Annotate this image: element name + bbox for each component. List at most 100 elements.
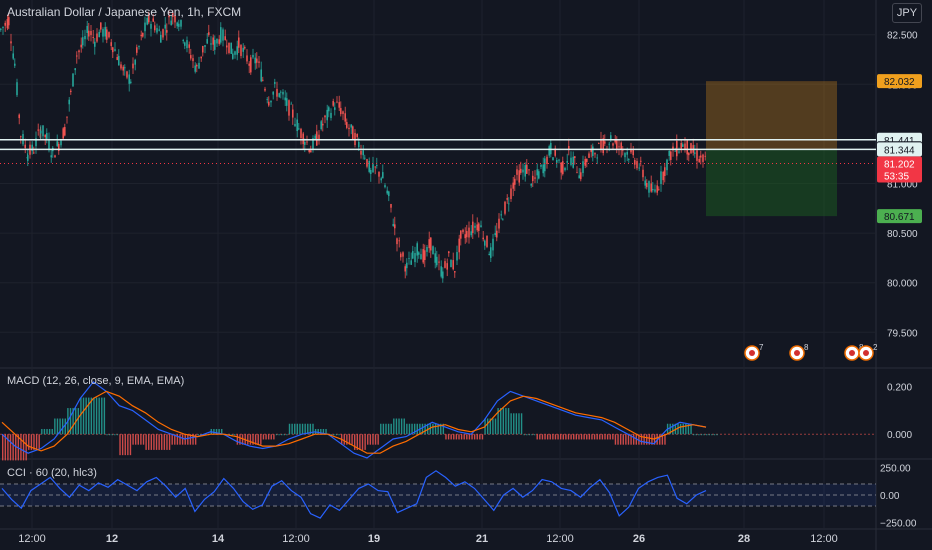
candle-body [306, 141, 308, 143]
candle-body [2, 26, 4, 28]
macd-histogram-bar [247, 434, 249, 445]
candle-body [530, 183, 532, 186]
candle-body [696, 150, 698, 161]
macd-histogram-bar [241, 434, 244, 445]
candle-body [570, 157, 572, 165]
candle-body [356, 134, 358, 138]
flag-dot [749, 350, 755, 356]
candle-body [90, 30, 92, 36]
candle-body [268, 101, 270, 106]
stop-price-label: 80.671 [884, 212, 915, 223]
candle-body [316, 131, 318, 146]
candle-body [684, 143, 686, 150]
macd-histogram-bar [646, 434, 648, 445]
macd-histogram-bar [25, 434, 27, 461]
macd-histogram-bar [294, 423, 296, 435]
macd-histogram-bar [69, 408, 72, 435]
candle-body [288, 100, 290, 116]
candle-body [302, 133, 304, 145]
macd-histogram-bar [106, 434, 108, 436]
macd-histogram-bar [455, 434, 458, 440]
macd-histogram-bar [43, 428, 46, 435]
candle-body [14, 63, 16, 66]
macd-histogram-bar [453, 434, 455, 440]
macd-histogram-bar [539, 434, 541, 440]
macd-histogram-bar [580, 434, 583, 440]
macd-histogram-bar [15, 434, 17, 461]
macd-histogram-bar [536, 434, 538, 440]
macd-histogram-bar [518, 413, 520, 435]
macd-histogram-bar [260, 434, 262, 445]
candle-body [340, 108, 342, 115]
event-marker[interactable]: 8 [789, 343, 809, 361]
price-tick-label: 81.000 [887, 180, 918, 191]
chart-title: Australian Dollar / Japanese Yen, 1h, FX… [7, 5, 242, 19]
candle-body [278, 93, 280, 97]
macd-histogram-bar [116, 434, 119, 436]
candle-body [12, 53, 14, 59]
macd-histogram-bar [291, 423, 293, 435]
currency-button[interactable]: JPY [892, 3, 922, 23]
macd-histogram-bar [348, 434, 351, 445]
candle-body [300, 128, 302, 138]
macd-histogram-bar [606, 434, 609, 440]
candle-body [616, 138, 618, 150]
candle-body [46, 132, 48, 140]
macd-histogram-bar [429, 423, 432, 435]
candle-body [560, 162, 562, 173]
macd-histogram-bar [659, 434, 661, 445]
candle-body [604, 141, 606, 144]
candle-body [122, 66, 124, 71]
price-tick-label: 80.500 [887, 229, 918, 240]
macd-histogram-bar [28, 434, 30, 450]
candle-body [512, 182, 514, 189]
candle-body [502, 219, 504, 221]
candle-body [654, 189, 656, 192]
candle-body [162, 29, 164, 38]
candle-body [114, 49, 116, 51]
macd-histogram-bar [486, 418, 489, 435]
macd-histogram-bar [174, 434, 176, 445]
candle-body [678, 151, 680, 153]
macd-histogram-bar [424, 423, 426, 435]
macd-histogram-bar [153, 434, 155, 450]
candle-body [580, 172, 582, 180]
macd-histogram-bar [434, 423, 437, 435]
event-marker[interactable]: 7 [744, 343, 764, 361]
candle-body [380, 178, 382, 181]
candle-body [276, 88, 278, 97]
macd-tick-label: 0.000 [887, 430, 912, 441]
macd-histogram-bar [377, 434, 379, 445]
macd-histogram-bar [346, 434, 348, 445]
candle-body [330, 112, 332, 118]
cci-pane [0, 470, 876, 519]
macd-histogram-bar [661, 434, 664, 445]
time-label: 19 [368, 533, 380, 545]
macd-histogram-bar [275, 434, 278, 436]
candle-body [152, 18, 154, 22]
macd-histogram-bar [82, 397, 85, 435]
macd-histogram-bar [280, 434, 283, 436]
event-marker[interactable]: 2 [858, 343, 878, 361]
candle-body [350, 124, 352, 128]
candle-body [620, 142, 622, 150]
macd-histogram-bar [257, 434, 259, 445]
candle-body [308, 149, 310, 153]
candle-body [642, 169, 644, 178]
macd-histogram-bar [523, 434, 525, 436]
macd-histogram-bar [612, 434, 614, 440]
macd-histogram-bar [56, 418, 59, 435]
macd-histogram-bar [562, 434, 564, 440]
macd-histogram-bar [80, 397, 82, 435]
macd-histogram-bar [338, 434, 340, 436]
candle-body [488, 253, 490, 256]
macd-histogram-bar [330, 434, 332, 436]
candle-body [60, 140, 62, 146]
macd-histogram-bar [267, 434, 270, 440]
candle-body [328, 107, 330, 112]
candle-body [608, 143, 610, 145]
candle-body [686, 140, 688, 155]
candle-body [322, 123, 324, 126]
candle-body [258, 61, 260, 63]
